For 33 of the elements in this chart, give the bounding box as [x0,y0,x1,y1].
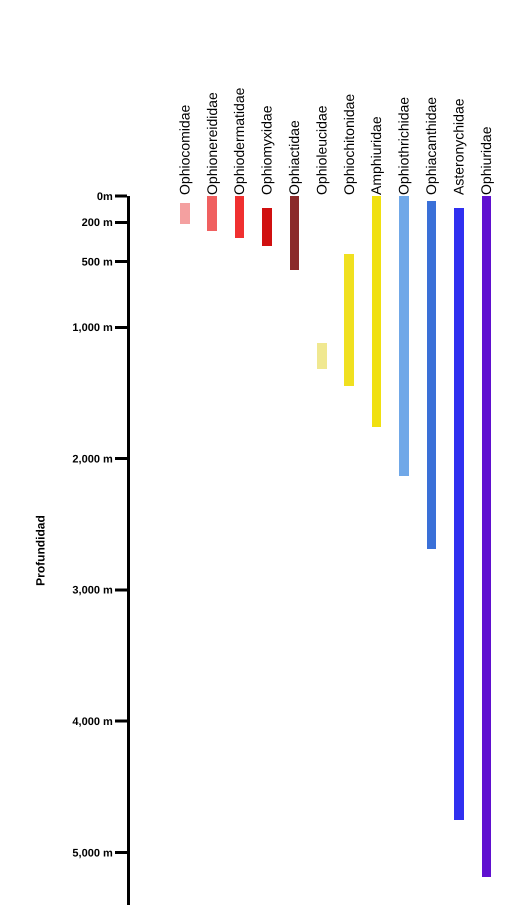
bar [290,196,299,270]
y-tick-label: 1,000 m [72,322,114,334]
bar [372,196,381,427]
bar [482,196,491,877]
x-tick-label: Asteronychidae [450,98,466,195]
bar [262,208,272,246]
x-tick-label: Ophiocomidae [176,104,192,195]
x-tick-label: Ophiomyxidae [258,105,275,195]
x-tick-label: Amphiuridae [368,116,384,195]
y-tick-label: 3,000 m [72,584,114,597]
x-tick-label: Ophiochitonidae [340,94,357,195]
x-tick-label: Ophiothrichidae [396,96,412,195]
y-tick-label: 2,000 m [72,453,114,466]
x-tick-label: Ophiacanthidae [423,96,440,195]
y-axis-title: Profundidad [34,515,48,586]
bar [235,196,244,238]
bar [207,196,217,231]
bar [317,343,327,369]
y-tick-label: 500 m [82,256,114,268]
bar [399,196,409,476]
x-tick-label: Ophioleucidae [313,105,330,195]
x-tick-label: Ophiactidae [286,120,302,195]
y-tick-label: 0m [96,190,114,203]
y-tick-label: 5,000 m [72,847,114,860]
bar [454,208,464,820]
x-tick-label: Ophionereididae [204,92,220,195]
bar [427,201,436,549]
bar [344,254,354,386]
y-tick-label: 4,000 m [72,716,114,728]
x-tick-label: Ophiuridae [478,126,494,195]
x-tick-label: Ophiodermatidae [231,87,248,195]
y-tick-label: 200 m [82,217,114,230]
bar [180,203,190,224]
